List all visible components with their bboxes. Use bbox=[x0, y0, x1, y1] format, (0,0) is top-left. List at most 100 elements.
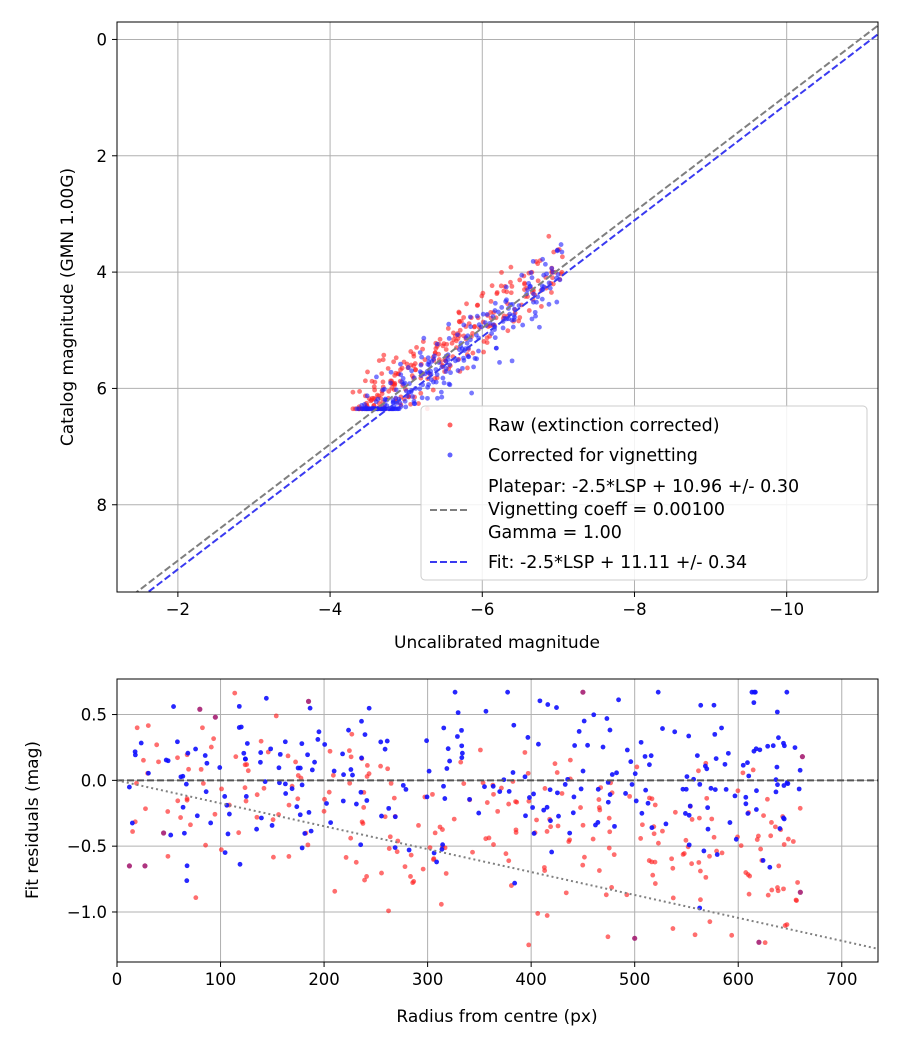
top-scatter-point bbox=[403, 388, 409, 394]
bottom-scatter-point bbox=[729, 932, 735, 938]
bottom-scatter-point bbox=[745, 760, 750, 766]
bottom-scatter-point bbox=[305, 842, 311, 848]
bottom-scatter-point bbox=[785, 836, 791, 842]
bottom-scatter-point bbox=[596, 797, 602, 802]
bottom-scatter-point bbox=[268, 746, 274, 752]
bottom-scatter-point bbox=[555, 823, 561, 829]
top-scatter-point bbox=[465, 354, 471, 359]
top-scatter-point bbox=[547, 285, 553, 291]
top-scatter-point bbox=[425, 395, 430, 401]
bottom-scatter-point bbox=[652, 802, 658, 808]
legend-frame bbox=[420, 405, 868, 581]
bottom-scatter-point bbox=[684, 774, 690, 779]
bottom-scatter-point bbox=[781, 886, 786, 892]
top-scatter-point bbox=[365, 369, 370, 375]
top-scatter-point bbox=[409, 368, 414, 374]
bottom-scatter-point bbox=[427, 845, 433, 851]
bottom-scatter-point bbox=[384, 738, 390, 744]
bottom-scatter-point bbox=[212, 811, 218, 817]
bottom-scatter-point bbox=[219, 786, 224, 792]
top-scatter-point bbox=[433, 346, 439, 351]
bottom-scatter-point bbox=[362, 732, 368, 738]
bottom-scatter-point bbox=[607, 727, 613, 733]
bottom-scatter-point bbox=[477, 747, 483, 753]
top-scatter-point bbox=[380, 357, 386, 363]
bottom-scatter-point bbox=[364, 763, 370, 768]
bottom-scatter-point bbox=[570, 810, 576, 816]
bottom-scatter-point bbox=[289, 786, 295, 792]
bottom-scatter-point bbox=[143, 806, 148, 812]
bottom-scatter-point bbox=[670, 926, 676, 931]
top-scatter-point bbox=[374, 392, 380, 398]
top-scatter-point bbox=[371, 384, 377, 390]
bottom-x-tick-label: 0 bbox=[112, 970, 123, 989]
bottom-scatter-point bbox=[426, 768, 432, 774]
bottom-y-tick-label: −1.0 bbox=[67, 903, 107, 922]
top-scatter-point bbox=[362, 402, 367, 407]
top-scatter-point bbox=[438, 389, 444, 395]
bottom-scatter-point bbox=[198, 766, 204, 772]
bottom-scatter-point bbox=[156, 759, 161, 765]
top-scatter-point bbox=[439, 394, 445, 400]
bottom-scatter-point bbox=[506, 788, 512, 794]
bottom-scatter-point bbox=[704, 795, 710, 801]
bottom-scatter-point bbox=[188, 822, 193, 828]
bottom-scatter-point bbox=[226, 811, 232, 817]
top-scatter-point bbox=[539, 296, 545, 302]
bottom-scatter-point bbox=[142, 863, 148, 869]
bottom-scatter-point bbox=[444, 766, 450, 771]
top-scatter-point bbox=[492, 335, 498, 341]
top-scatter-point bbox=[379, 391, 385, 397]
top-scatter-point bbox=[384, 403, 390, 409]
bottom-scatter-point bbox=[443, 871, 449, 876]
bottom-x-tick-label: 100 bbox=[205, 970, 237, 989]
bottom-scatter-point bbox=[506, 858, 512, 864]
bottom-scatter-point bbox=[327, 748, 333, 754]
bottom-scatter-point bbox=[254, 792, 260, 798]
bottom-scatter-point bbox=[612, 823, 617, 829]
bottom-scatter-point bbox=[402, 864, 408, 870]
top-scatter-point bbox=[501, 288, 507, 294]
bottom-scatter-point bbox=[709, 816, 715, 822]
top-scatter-point bbox=[412, 361, 418, 366]
bottom-scatter-point bbox=[277, 751, 283, 757]
top-scatter-point bbox=[558, 242, 564, 247]
bottom-scatter-point bbox=[424, 738, 429, 744]
bottom-scatter-point bbox=[452, 689, 458, 695]
bottom-scatter-point bbox=[774, 709, 780, 715]
bottom-scatter-point bbox=[784, 922, 790, 927]
bottom-scatter-point bbox=[711, 702, 717, 708]
bottom-axes-frame bbox=[116, 678, 879, 963]
top-scatter-point bbox=[546, 233, 552, 239]
bottom-scatter-point bbox=[645, 800, 651, 806]
bottom-scatter-point bbox=[672, 809, 678, 815]
bottom-scatter-point bbox=[378, 739, 384, 745]
bottom-scatter-point bbox=[406, 847, 412, 853]
top-scatter-point bbox=[430, 387, 436, 393]
top-scatter-point bbox=[372, 379, 378, 385]
bottom-scatter-point bbox=[638, 739, 644, 745]
bottom-scatter-point bbox=[348, 754, 354, 760]
bottom-scatter-point bbox=[175, 755, 180, 761]
bottom-scatter-point bbox=[712, 787, 718, 793]
top-scatter-point bbox=[546, 301, 552, 307]
top-scatter-point bbox=[484, 312, 490, 317]
top-scatter-point bbox=[489, 283, 495, 289]
bottom-scatter-point bbox=[299, 845, 305, 851]
bottom-scatter-point bbox=[258, 750, 264, 755]
bottom-scatter-point bbox=[563, 890, 569, 896]
bottom-scatter-point bbox=[593, 822, 598, 828]
top-scatter-point bbox=[464, 301, 469, 307]
top-scatter-point bbox=[408, 349, 414, 354]
top-scatter-point bbox=[396, 406, 402, 412]
bottom-scatter-point bbox=[441, 783, 446, 789]
bottom-scatter-point bbox=[781, 783, 787, 788]
bottom-scatter-point bbox=[745, 811, 751, 816]
bottom-scatter-point bbox=[781, 816, 787, 822]
top-scatter-point bbox=[403, 404, 409, 410]
top-scatter-point bbox=[425, 384, 431, 390]
bottom-scatter-point bbox=[254, 814, 260, 820]
bottom-scatter-point bbox=[723, 787, 729, 792]
bottom-scatter-point bbox=[751, 748, 757, 754]
